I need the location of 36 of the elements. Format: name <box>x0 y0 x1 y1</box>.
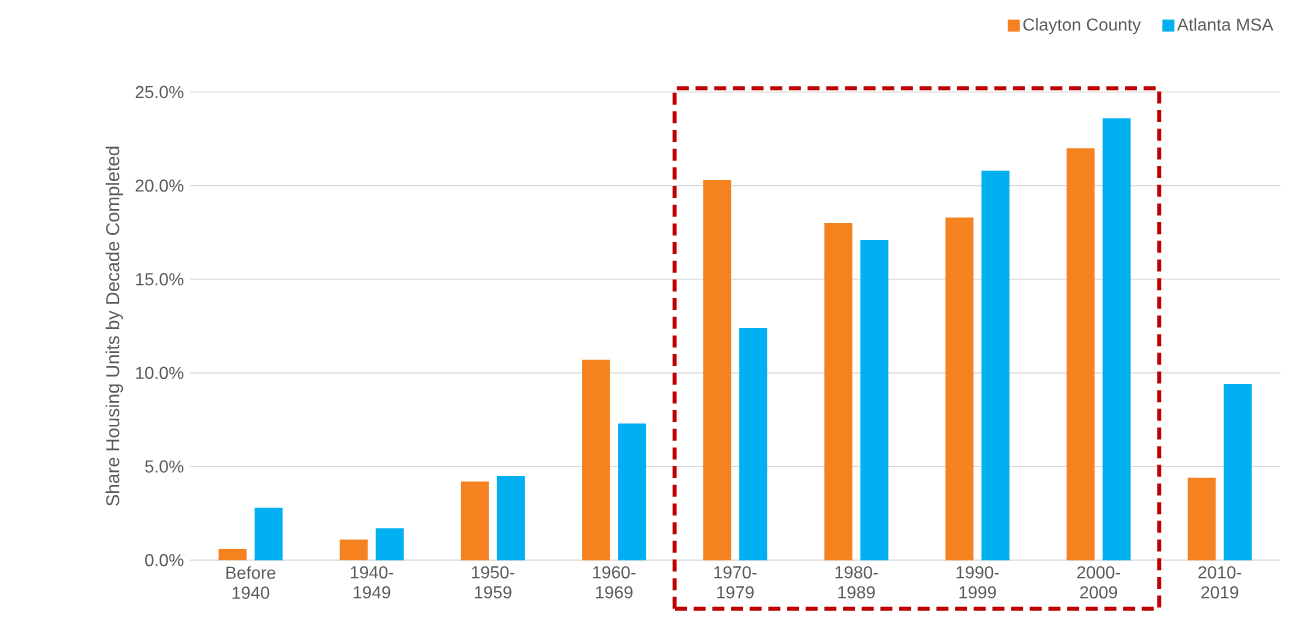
bar <box>739 327 768 561</box>
bar <box>496 475 525 561</box>
bar <box>981 170 1010 561</box>
y-axis-title: Share Housing Units by Decade Completed <box>105 146 124 506</box>
bar <box>618 423 647 561</box>
bar <box>945 217 974 561</box>
bar <box>460 481 489 561</box>
bar <box>254 507 283 561</box>
bar <box>218 548 247 561</box>
x-tick-label: 2010-2019 <box>1198 566 1242 599</box>
legend-label: Atlanta MSA <box>1177 17 1274 31</box>
x-tick-label: 1940-1949 <box>350 566 394 599</box>
y-tick-label: 10.0% <box>136 366 184 379</box>
bar <box>1066 148 1095 561</box>
x-tick-label: 2000-2009 <box>1077 566 1120 599</box>
bar <box>703 179 732 561</box>
y-tick-label: 0.0% <box>145 553 184 567</box>
bar <box>1102 118 1131 561</box>
x-tick-label: 1960-1969 <box>593 566 636 599</box>
bar <box>824 223 853 561</box>
bar <box>582 359 611 561</box>
x-tick-label: 1950-1959 <box>472 566 515 599</box>
y-tick-label: 25.0% <box>135 85 184 99</box>
x-tick-label: 1970-1979 <box>714 566 757 599</box>
bar <box>860 239 889 561</box>
bar <box>339 539 368 561</box>
y-tick-label: 5.0% <box>145 460 184 473</box>
bar <box>1223 384 1252 561</box>
x-tick-label: Before 1940 <box>226 566 276 599</box>
legend-label: Clayton County <box>1023 17 1141 35</box>
x-tick-label: 1990-1999 <box>956 566 999 599</box>
x-tick-label: 1980-1989 <box>835 566 878 599</box>
bar <box>375 528 404 561</box>
bar <box>1187 477 1216 561</box>
y-tick-label: 15.0% <box>136 273 184 286</box>
y-tick-label: 20.0% <box>135 179 184 192</box>
